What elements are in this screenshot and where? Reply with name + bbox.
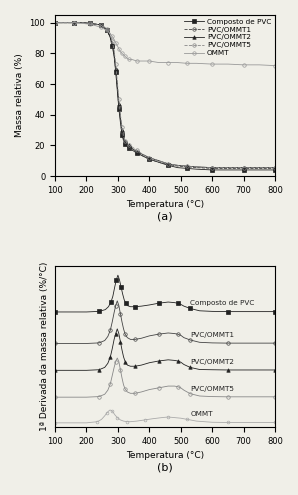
- Y-axis label: 1ª Derivada da massa relativa (%/°C): 1ª Derivada da massa relativa (%/°C): [41, 262, 49, 431]
- X-axis label: Temperatura (°C): Temperatura (°C): [126, 200, 204, 209]
- Y-axis label: Massa relativa (%): Massa relativa (%): [15, 53, 24, 138]
- Text: (b): (b): [157, 462, 173, 472]
- Text: Composto de PVC: Composto de PVC: [190, 300, 254, 306]
- Legend: Composto de PVC, PVC/OMMT1, PVC/OMMT2, PVC/OMMT5, OMMT: Composto de PVC, PVC/OMMT1, PVC/OMMT2, P…: [182, 17, 273, 57]
- Text: PVC/OMMT2: PVC/OMMT2: [190, 358, 234, 365]
- Text: OMMT: OMMT: [190, 410, 213, 416]
- X-axis label: Temperatura (°C): Temperatura (°C): [126, 451, 204, 460]
- Text: PVC/OMMT1: PVC/OMMT1: [190, 332, 234, 338]
- Text: (a): (a): [157, 211, 173, 222]
- Text: PVC/OMMT5: PVC/OMMT5: [190, 386, 234, 392]
